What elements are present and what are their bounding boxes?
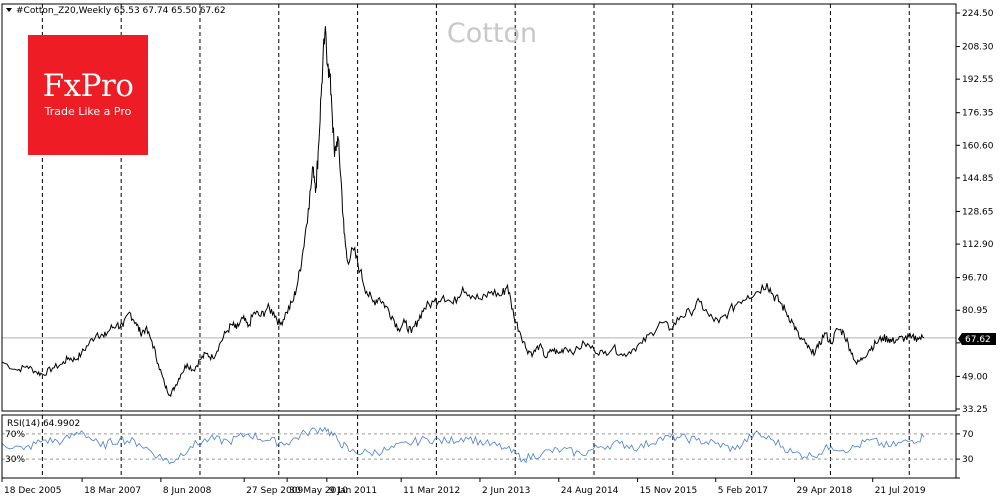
- price-tick-label-1: 208.30: [962, 43, 994, 53]
- x-tick-label-6: 11 Mar 2012: [403, 486, 460, 496]
- rsi-line: [1, 426, 925, 465]
- x-tick-label-2: 8 Jun 2008: [163, 486, 212, 496]
- price-pane-frame: [1, 3, 957, 412]
- x-tick-label-7: 2 Jun 2013: [482, 486, 530, 496]
- price-tick-label-6: 128.65: [962, 207, 994, 217]
- axis-layer: 224.50 208.30 192.55 176.35 160.60 144.85 128.…: [1, 9, 994, 496]
- rsi-layer: [1, 426, 925, 465]
- rsi-left-label-1: 30%: [5, 455, 25, 465]
- x-tick-label-8: 24 Aug 2014: [561, 486, 619, 496]
- x-tick-label-5: 9 Jan 2011: [329, 486, 377, 496]
- price-layer: [1, 26, 925, 398]
- price-tick-label-0: 224.50: [962, 9, 994, 19]
- rsi-pane-frame: [1, 414, 957, 479]
- x-tick-label-1: 18 Mar 2007: [84, 486, 141, 496]
- price-tick-label-11: 49.00: [962, 372, 988, 382]
- symbol-info-text: #Cotton_Z20,Weekly 65.53 67.74 65.50 67.…: [16, 6, 226, 16]
- price-tick-label-3: 176.35: [962, 109, 994, 119]
- dropdown-triangle-icon[interactable]: [6, 8, 12, 12]
- price-line: [1, 26, 925, 398]
- fxpro-logo: FxPro Trade Like a Pro: [28, 35, 148, 155]
- logo-tagline: Trade Like a Pro: [44, 105, 132, 118]
- price-tick-label-2: 192.55: [962, 75, 994, 85]
- rsi-left-label-0: 70%: [5, 430, 25, 440]
- chart-title: Cotton: [447, 18, 537, 49]
- price-tick-label-7: 112.90: [962, 240, 994, 250]
- price-tick-label-12: 33.25: [962, 405, 988, 415]
- x-tick-label-11: 29 Apr 2018: [797, 486, 853, 496]
- logo-brand-name: FxPro: [42, 68, 134, 104]
- price-tick-label-9: 80.95: [962, 306, 988, 316]
- x-tick-label-4: 30 May 2010: [289, 486, 348, 496]
- rsi-tick-label-1: 30: [962, 455, 974, 465]
- price-tick-label-4: 160.60: [962, 141, 994, 151]
- x-tick-label-3: 27 Sep 2009: [246, 486, 303, 496]
- current-price-badge: 67.62: [958, 333, 996, 345]
- grid-layer: [2, 4, 956, 478]
- price-tick-label-8: 96.70: [962, 274, 988, 284]
- x-tick-label-0: 18 Dec 2005: [4, 486, 62, 496]
- x-tick-label-10: 5 Feb 2017: [718, 486, 768, 496]
- rsi-info-text: RSI(14) 64.9902: [7, 419, 80, 429]
- x-tick-label-12: 21 Jul 2019: [875, 486, 926, 496]
- rsi-tick-label-0: 70: [962, 430, 974, 440]
- current-price-value: 67.62: [965, 335, 991, 345]
- x-tick-label-9: 15 Nov 2015: [640, 486, 698, 496]
- price-tick-label-5: 144.85: [962, 174, 994, 184]
